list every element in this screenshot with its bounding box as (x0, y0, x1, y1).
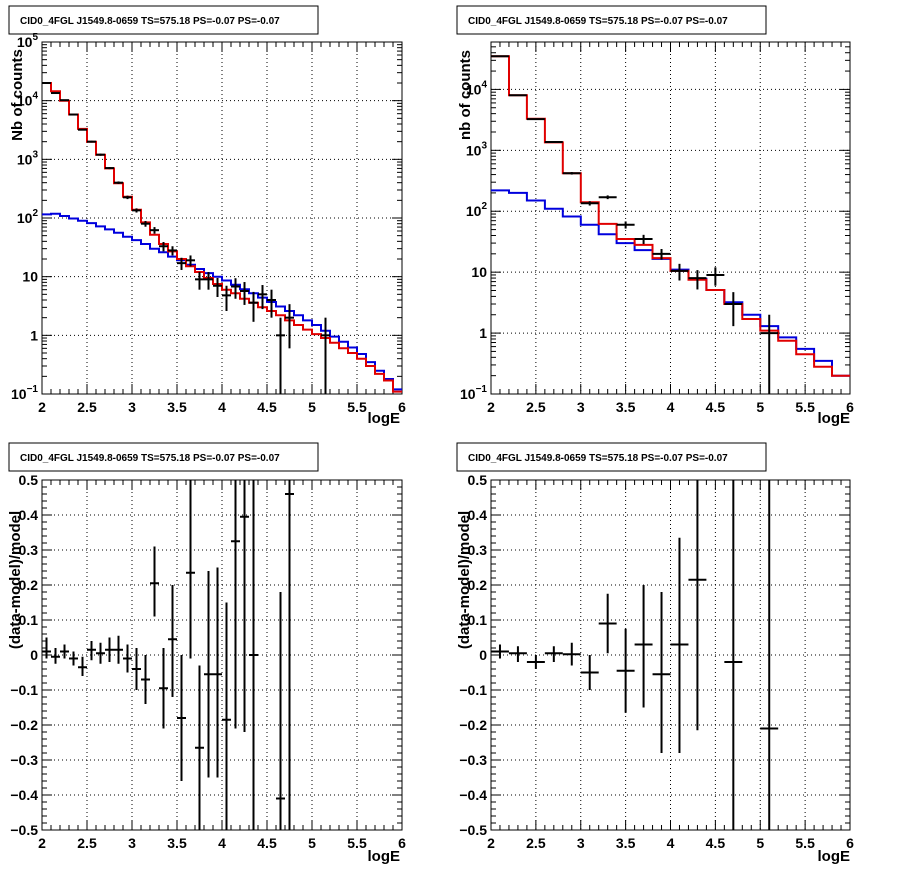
panel-3-plot: 2 2.5 3 3.5 4 4.5 5 5.5 6 −0.5 −0.4 −0.3 −0.2 −0.1 0 0.… (10, 472, 406, 851)
x-tick-label: 4.5 (257, 399, 277, 415)
panel-4-title: CID0_4FGL J1549.8-0659 TS=575.18 PS=-0.0… (468, 453, 728, 464)
x-tick-label: 2.5 (526, 399, 546, 415)
x-tick-label: 3.5 (167, 835, 187, 851)
x-tick-label: 4 (667, 399, 675, 415)
y-tick-label: −0.2 (459, 717, 487, 733)
model-histogram-line (491, 55, 850, 377)
x-tick-label: 6 (398, 399, 406, 415)
y-tick-label: 1 (30, 327, 38, 343)
panel-2-xlabel: logE (818, 410, 851, 427)
x-tick-label: 3 (128, 399, 136, 415)
y-tick-label: 0 (479, 647, 487, 663)
y-tick-label: 10−1 (460, 384, 487, 402)
x-tick-label: 4 (218, 835, 226, 851)
y-tick-label: −0.2 (10, 717, 38, 733)
y-tick-label: −0.4 (459, 787, 487, 803)
panel-4-xlabel: logE (818, 848, 851, 865)
panel-3-xlabel: logE (368, 848, 401, 865)
panel-1-title-box (8, 5, 319, 35)
y-tick-label: 0.5 (468, 472, 488, 488)
panel-3-ylabel: (data-model)/model (7, 511, 24, 649)
x-tick-label: 6 (846, 835, 854, 851)
x-tick-label: 2.5 (77, 399, 97, 415)
y-tick-label: 0.5 (19, 472, 39, 488)
y-tick-label: 105 (17, 32, 39, 50)
panel-2-title-box (456, 5, 767, 35)
x-tick-label: 4.5 (706, 835, 726, 851)
y-tick-label: 0.2 (19, 577, 39, 593)
model-histogram-line (42, 212, 402, 391)
panel-1-title: CID0_4FGL J1549.8-0659 TS=575.18 PS=-0.0… (20, 16, 280, 27)
x-tick-label: 3 (577, 835, 585, 851)
x-tick-label: 2.5 (526, 835, 546, 851)
panel-4-title-box (456, 442, 767, 472)
y-tick-label: −0.3 (459, 752, 487, 768)
x-tick-label: 4.5 (706, 399, 726, 415)
panel-3-title-box (8, 442, 319, 472)
y-tick-label: −0.5 (459, 822, 487, 838)
x-tick-label: 5 (308, 835, 316, 851)
panel-4: CID0_4FGL J1549.8-0659 TS=575.18 PS=-0.0… (456, 442, 851, 865)
panel-4-ylabel: (data-model)/model (456, 511, 473, 649)
x-tick-label: 5 (756, 835, 764, 851)
y-tick-label: −0.1 (459, 682, 487, 698)
y-tick-label: 102 (466, 201, 488, 219)
x-tick-label: 6 (398, 835, 406, 851)
y-tick-label: 102 (17, 208, 39, 226)
x-tick-label: 5.5 (347, 835, 367, 851)
x-tick-label: 3.5 (616, 399, 636, 415)
y-tick-label: −0.3 (10, 752, 38, 768)
y-tick-label: −0.4 (10, 787, 38, 803)
panel-2-ylabel: nb of counts (457, 50, 474, 140)
y-tick-label: 0.4 (19, 507, 39, 523)
x-tick-label: 2 (38, 835, 46, 851)
y-tick-label: 0.3 (19, 542, 39, 558)
y-tick-label: 1 (479, 325, 487, 341)
x-tick-label: 2 (487, 835, 495, 851)
panel-3: CID0_4FGL J1549.8-0659 TS=575.18 PS=-0.0… (7, 442, 401, 865)
panel-4-plot: 2 2.5 3 3.5 4 4.5 5 5.5 6 −0.5 −0.4 −0.3 −0.2 −0.1 0 0.… (459, 472, 854, 851)
x-tick-label: 5.5 (795, 399, 815, 415)
x-tick-label: 5 (308, 399, 316, 415)
y-tick-label: 0.1 (468, 612, 488, 628)
x-tick-label: 5 (756, 399, 764, 415)
panel-1: CID0_4FGL J1549.8-0659 TS=575.18 PS=-0.0… (8, 5, 401, 427)
panel-2-title: CID0_4FGL J1549.8-0659 TS=575.18 PS=-0.0… (468, 16, 728, 27)
y-tick-label: 0.1 (19, 612, 39, 628)
x-tick-label: 5.5 (347, 399, 367, 415)
y-tick-label: 10 (22, 269, 38, 285)
x-tick-label: 6 (846, 399, 854, 415)
x-tick-label: 3.5 (616, 835, 636, 851)
y-tick-label: −0.1 (10, 682, 38, 698)
y-tick-label: 0 (30, 647, 38, 663)
y-tick-label: 10−1 (11, 384, 38, 402)
x-tick-label: 2.5 (77, 835, 97, 851)
panel-1-xlabel: logE (368, 410, 401, 427)
x-tick-label: 5.5 (795, 835, 815, 851)
panel-2: CID0_4FGL J1549.8-0659 TS=575.18 PS=-0.0… (456, 5, 851, 427)
x-tick-label: 3 (128, 835, 136, 851)
x-tick-label: 2 (487, 399, 495, 415)
y-tick-label: 0.3 (468, 542, 488, 558)
x-tick-label: 3.5 (167, 399, 187, 415)
y-tick-label: 104 (17, 91, 39, 109)
x-tick-label: 4 (667, 835, 675, 851)
x-tick-label: 3 (577, 399, 585, 415)
panel-1-ylabel: Nb of counts (9, 49, 26, 141)
x-tick-label: 4 (218, 399, 226, 415)
y-tick-label: 103 (17, 149, 39, 167)
y-tick-label: 103 (466, 140, 488, 158)
x-tick-label: 2 (38, 399, 46, 415)
panel-3-title: CID0_4FGL J1549.8-0659 TS=575.18 PS=-0.0… (20, 453, 280, 464)
panel-2-plot: 2 2.5 3 3.5 4 4.5 5 5.5 6 10−1 1 10 102 103 104 (460, 41, 854, 415)
model-histogram-line (42, 82, 402, 393)
y-tick-label: −0.5 (10, 822, 38, 838)
panel-1-plot: 2 2.5 3 3.5 4 4.5 5 5.5 6 10−1 1 10 102 103 104 105 (11, 32, 406, 415)
x-tick-label: 4.5 (257, 835, 277, 851)
y-tick-label: 10 (471, 264, 487, 280)
y-tick-label: 0.2 (468, 577, 488, 593)
y-tick-label: 0.4 (468, 507, 488, 523)
y-tick-label: 104 (466, 79, 488, 97)
